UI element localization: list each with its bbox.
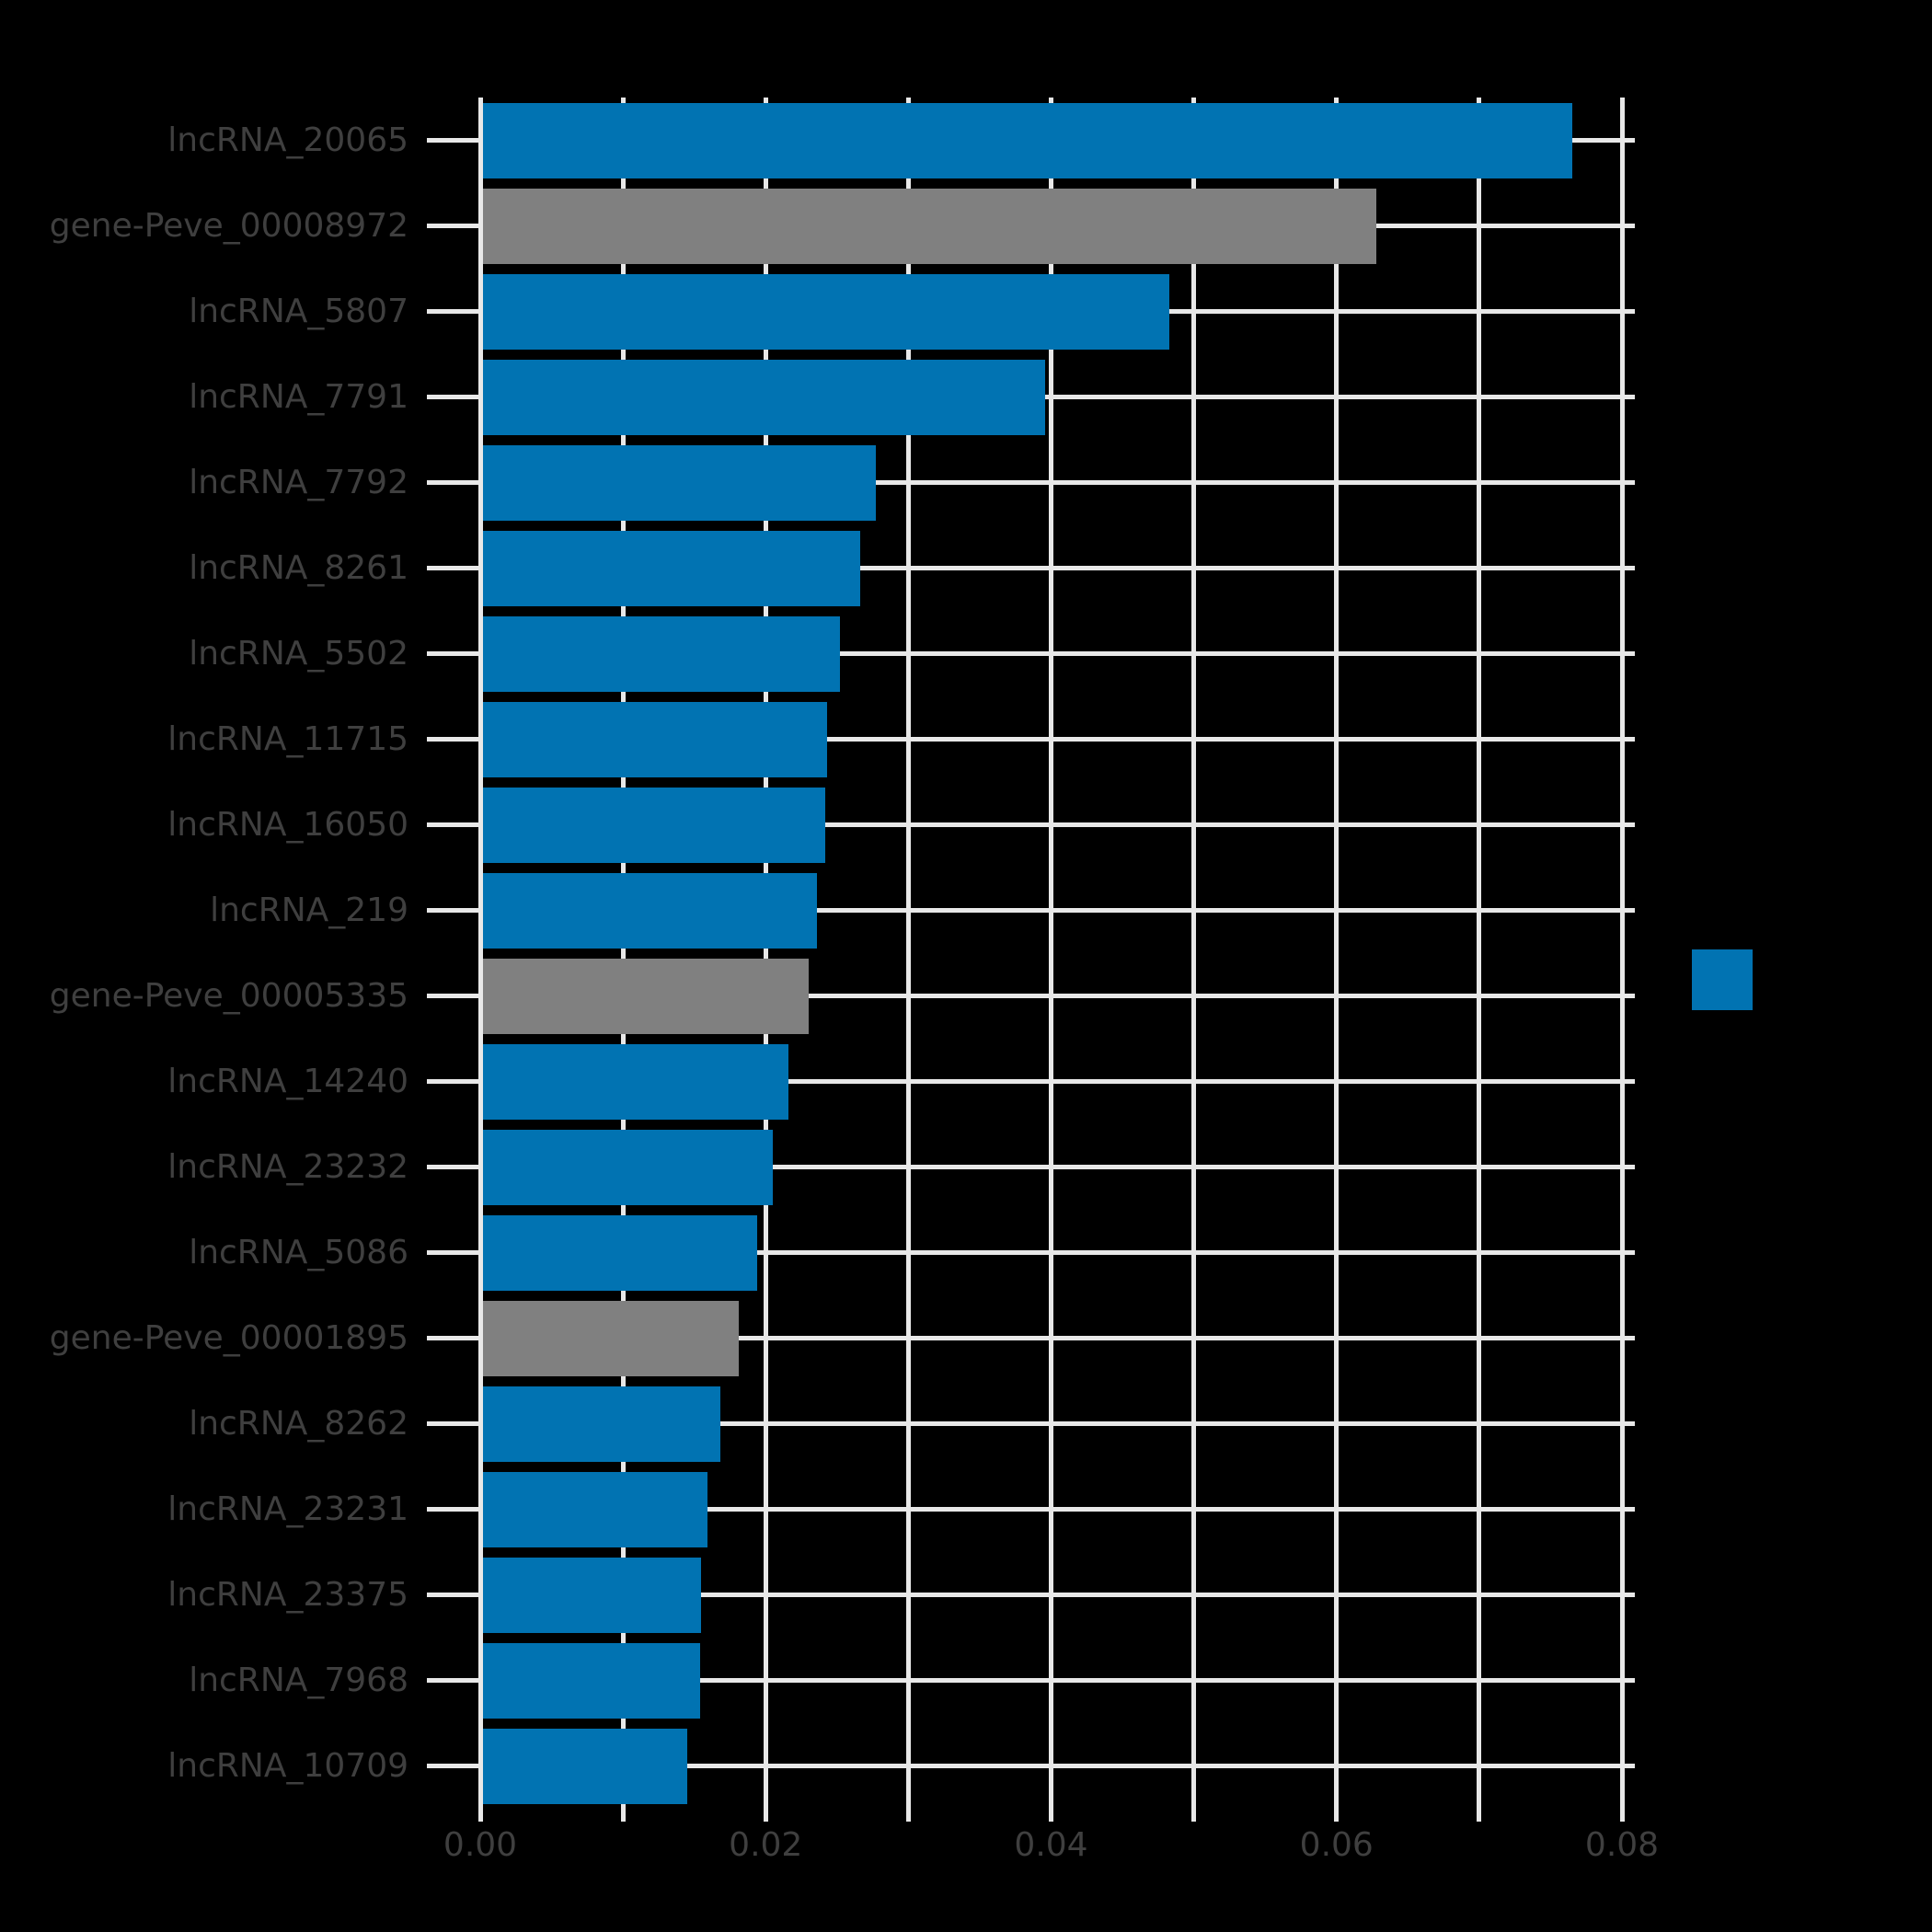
bar [482, 1386, 720, 1462]
grid-line-vertical [477, 98, 483, 1809]
y-axis-tick-label: lncRNA_8262 [189, 1404, 408, 1443]
x-axis-tick [1191, 1809, 1197, 1822]
y-axis-tick-label: lncRNA_10709 [167, 1746, 408, 1785]
grid-line-horizontal [427, 566, 1635, 570]
bar [482, 444, 876, 521]
y-axis-tick-label: lncRNA_7792 [189, 463, 408, 501]
grid-line-horizontal [427, 822, 1635, 827]
grid-line-horizontal [427, 1593, 1635, 1597]
grid-line-horizontal [427, 1250, 1635, 1255]
bar [482, 1642, 700, 1719]
bar [482, 787, 825, 863]
grid-line-horizontal [427, 1764, 1635, 1768]
bar [482, 188, 1376, 264]
x-axis-tick [1049, 1809, 1053, 1822]
grid-line-vertical [763, 98, 768, 1809]
bar [482, 1557, 701, 1633]
bar [482, 701, 827, 777]
grid-line-horizontal [427, 1678, 1635, 1683]
bar [482, 958, 809, 1034]
bar [482, 359, 1045, 435]
bar [482, 1300, 739, 1376]
bar [482, 615, 840, 692]
bar [482, 273, 1169, 350]
y-axis-tick-label: lncRNA_7791 [189, 377, 408, 416]
bar [482, 1214, 757, 1291]
y-axis-tick-label: lncRNA_23375 [167, 1575, 408, 1614]
grid-line-vertical [1619, 98, 1625, 1809]
x-axis-tick-label: 0.06 [1299, 1826, 1374, 1864]
y-axis-tick-label: lncRNA_5502 [189, 634, 408, 673]
x-axis-tick-label: 0.08 [1584, 1826, 1660, 1864]
x-axis-tick [905, 1809, 911, 1822]
grid-line-horizontal [427, 1421, 1635, 1426]
y-axis-tick-label: lncRNA_219 [210, 891, 408, 929]
y-axis-tick-label: gene-Peve_00001895 [49, 1318, 408, 1357]
grid-line-horizontal [427, 480, 1635, 485]
grid-line-horizontal [427, 1165, 1635, 1169]
y-axis-tick-label: lncRNA_5807 [189, 292, 408, 330]
x-axis-tick [1477, 1809, 1482, 1822]
x-axis-tick [1334, 1809, 1340, 1822]
y-axis-tick-label: lncRNA_7968 [189, 1661, 408, 1699]
grid-line-horizontal [427, 651, 1635, 656]
bar [482, 530, 860, 606]
grid-line-vertical [905, 98, 911, 1809]
x-axis-tick [477, 1809, 483, 1822]
y-axis-tick-label: lncRNA_11715 [167, 719, 408, 758]
x-axis-tick [620, 1809, 626, 1822]
x-axis-tick-label: 0.02 [729, 1826, 803, 1864]
grid-line-horizontal [427, 1336, 1635, 1340]
grid-line-vertical [1049, 98, 1053, 1809]
grid-line-vertical [1191, 98, 1197, 1809]
y-axis-tick-label: lncRNA_8261 [189, 548, 408, 587]
bar [482, 872, 817, 949]
bar [482, 1728, 687, 1804]
grid-line-horizontal [427, 737, 1635, 742]
y-axis-tick-label: lncRNA_23232 [167, 1147, 408, 1186]
legend-swatch [1692, 949, 1753, 1010]
y-axis-tick-label: lncRNA_23231 [167, 1489, 408, 1528]
bar [482, 1043, 788, 1120]
bar [482, 1129, 773, 1205]
grid-line-horizontal [427, 908, 1635, 913]
y-axis-tick-label: lncRNA_20065 [167, 121, 408, 159]
bar [482, 102, 1572, 178]
grid-line-vertical [1334, 98, 1340, 1809]
x-axis-tick-label: 0.04 [1014, 1826, 1088, 1864]
grid-line-vertical [620, 98, 626, 1809]
x-axis-tick [763, 1809, 768, 1822]
y-axis-tick-label: gene-Peve_00005335 [49, 976, 408, 1015]
y-axis-tick-label: lncRNA_14240 [167, 1062, 408, 1100]
bar [482, 1471, 707, 1547]
grid-line-horizontal [427, 994, 1635, 998]
grid-line-horizontal [427, 1507, 1635, 1512]
x-axis-tick-label: 0.00 [443, 1826, 518, 1864]
grid-line-horizontal [427, 1079, 1635, 1084]
y-axis-tick-label: gene-Peve_00008972 [49, 206, 408, 245]
x-axis-tick [1619, 1809, 1625, 1822]
y-axis-tick-label: lncRNA_5086 [189, 1233, 408, 1271]
y-axis-tick-label: lncRNA_16050 [167, 805, 408, 844]
grid-line-vertical [1477, 98, 1482, 1809]
